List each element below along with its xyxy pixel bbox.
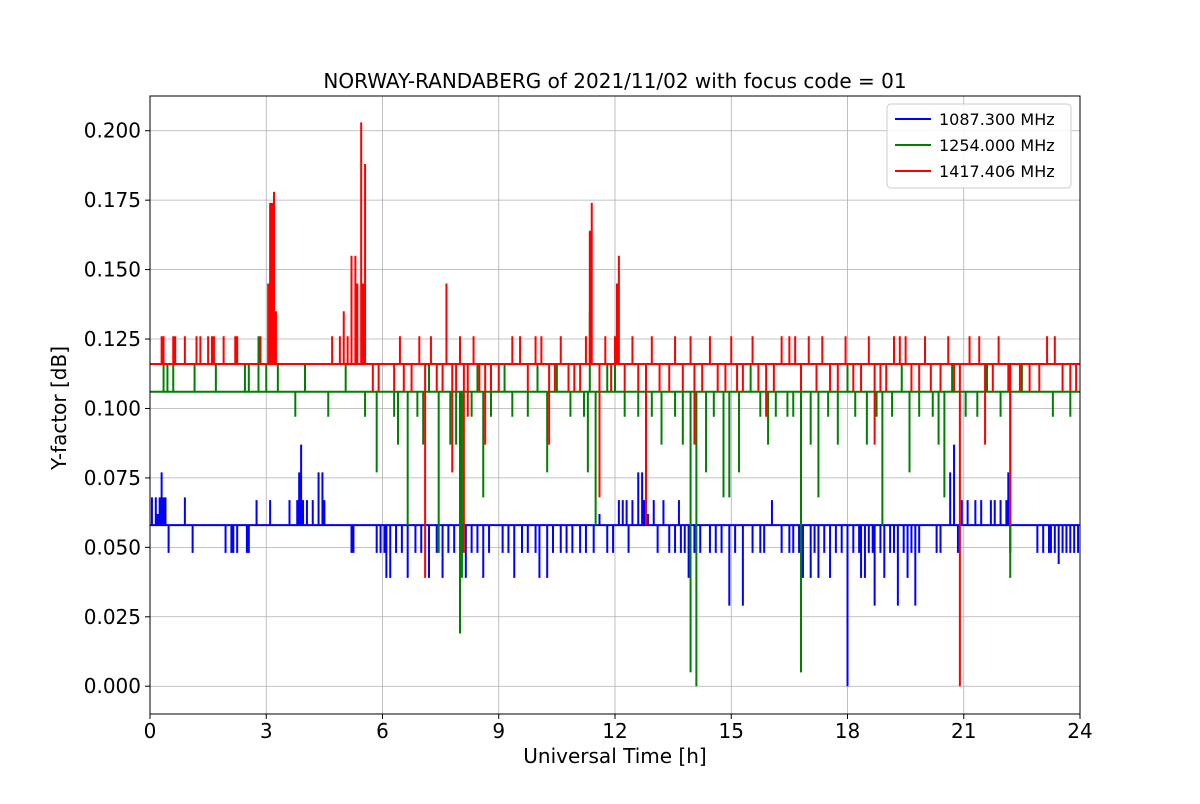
x-tick-label: 18 <box>835 719 860 743</box>
y-tick-label: 0.100 <box>84 396 141 420</box>
legend-label: 1254.000 MHz <box>939 136 1055 155</box>
chart-title: NORWAY-RANDABERG of 2021/11/02 with focu… <box>323 69 906 93</box>
series-line <box>150 311 1080 687</box>
x-tick-label: 9 <box>492 719 505 743</box>
y-axis-label: Y-factor [dB] <box>47 346 71 471</box>
x-tick-label: 12 <box>602 719 627 743</box>
y-tick-label: 0.050 <box>84 535 141 559</box>
x-tick-label: 24 <box>1067 719 1092 743</box>
y-tick-label: 0.000 <box>84 674 141 698</box>
x-tick-label: 6 <box>376 719 389 743</box>
y-tick-label: 0.125 <box>84 327 141 351</box>
legend-box <box>886 103 1072 189</box>
x-tick-label: 0 <box>144 719 157 743</box>
x-tick-label: 21 <box>951 719 976 743</box>
ticks: 0 3 6 9 12 15 18 21 24 0.000 0.025 0.050 0.075 0.100 0… <box>84 119 1093 743</box>
series-line <box>150 444 1080 687</box>
x-tick-label: 3 <box>260 719 273 743</box>
y-tick-label: 0.175 <box>84 188 141 212</box>
x-tick-label: 15 <box>719 719 744 743</box>
x-axis-label: Universal Time [h] <box>523 744 706 768</box>
series-layer <box>150 122 1080 687</box>
y-tick-label: 0.200 <box>84 119 141 143</box>
legend: 1087.300 MHz 1254.000 MHz 1417.406 MHz <box>886 103 1072 189</box>
y-tick-label: 0.025 <box>84 605 141 629</box>
y-tick-label: 0.150 <box>84 258 141 282</box>
legend-label: 1417.406 MHz <box>939 162 1055 181</box>
y-tick-label: 0.075 <box>84 466 141 490</box>
series-line <box>150 122 1080 687</box>
legend-label: 1087.300 MHz <box>939 110 1055 129</box>
